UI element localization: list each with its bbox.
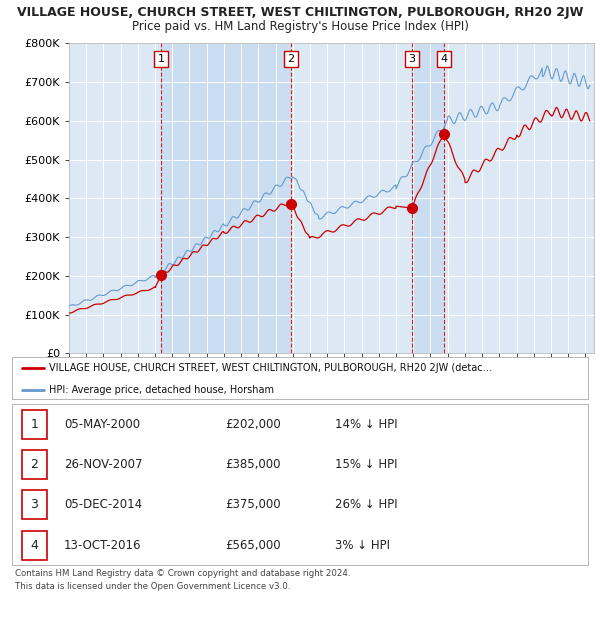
Text: 1: 1: [158, 54, 164, 64]
Text: 1: 1: [31, 418, 38, 431]
Text: 4: 4: [31, 539, 38, 552]
Text: 05-MAY-2000: 05-MAY-2000: [64, 418, 140, 431]
Text: 15% ↓ HPI: 15% ↓ HPI: [335, 458, 397, 471]
Text: VILLAGE HOUSE, CHURCH STREET, WEST CHILTINGTON, PULBOROUGH, RH20 2JW (detac…: VILLAGE HOUSE, CHURCH STREET, WEST CHILT…: [49, 363, 493, 373]
Bar: [412, 43, 444, 353]
Text: £375,000: £375,000: [225, 498, 281, 511]
Text: £385,000: £385,000: [225, 458, 281, 471]
FancyBboxPatch shape: [22, 410, 47, 439]
Text: 3: 3: [31, 498, 38, 511]
Text: HPI: Average price, detached house, Horsham: HPI: Average price, detached house, Hors…: [49, 385, 274, 395]
Text: Contains HM Land Registry data © Crown copyright and database right 2024.
This d: Contains HM Land Registry data © Crown c…: [15, 569, 350, 591]
Text: 3% ↓ HPI: 3% ↓ HPI: [335, 539, 389, 552]
Text: 3: 3: [409, 54, 415, 64]
Text: £565,000: £565,000: [225, 539, 281, 552]
Bar: [161, 43, 291, 353]
Text: Price paid vs. HM Land Registry's House Price Index (HPI): Price paid vs. HM Land Registry's House …: [131, 20, 469, 33]
Text: 2: 2: [31, 458, 38, 471]
Text: 14% ↓ HPI: 14% ↓ HPI: [335, 418, 397, 431]
Text: 13-OCT-2016: 13-OCT-2016: [64, 539, 142, 552]
Text: £202,000: £202,000: [225, 418, 281, 431]
Text: VILLAGE HOUSE, CHURCH STREET, WEST CHILTINGTON, PULBOROUGH, RH20 2JW: VILLAGE HOUSE, CHURCH STREET, WEST CHILT…: [17, 6, 583, 19]
Text: 05-DEC-2014: 05-DEC-2014: [64, 498, 142, 511]
Text: 4: 4: [440, 54, 448, 64]
Text: 26% ↓ HPI: 26% ↓ HPI: [335, 498, 397, 511]
Text: 26-NOV-2007: 26-NOV-2007: [64, 458, 142, 471]
FancyBboxPatch shape: [22, 490, 47, 520]
FancyBboxPatch shape: [22, 450, 47, 479]
Text: 2: 2: [287, 54, 295, 64]
FancyBboxPatch shape: [22, 531, 47, 560]
